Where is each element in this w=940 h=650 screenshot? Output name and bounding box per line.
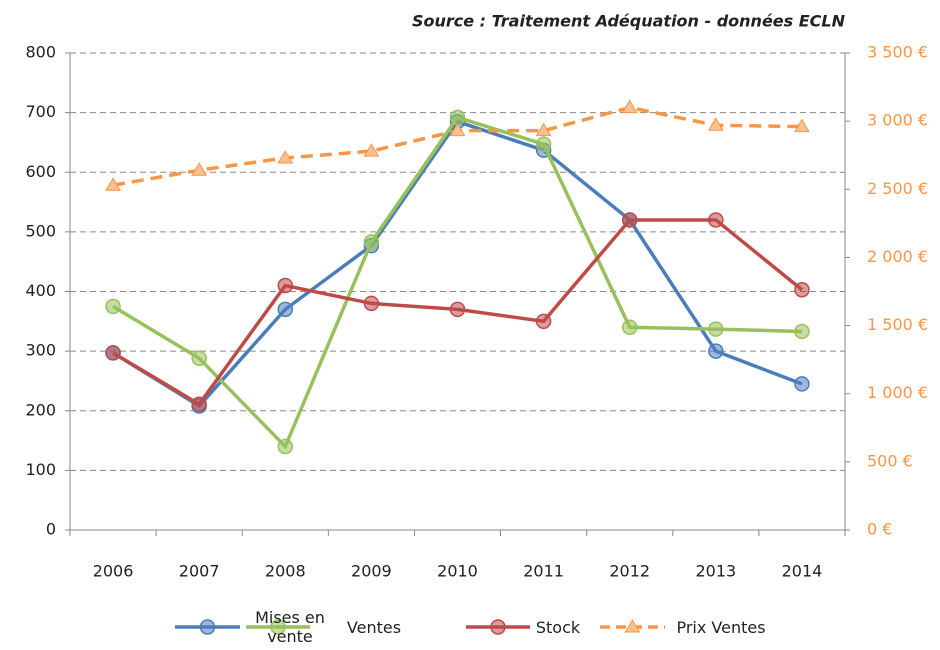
point	[621, 99, 638, 114]
point	[449, 301, 466, 318]
point	[277, 438, 294, 455]
point	[363, 234, 380, 250]
x-tick-label: 2009	[351, 562, 392, 581]
point	[277, 149, 294, 164]
point	[794, 323, 810, 340]
y-tick-label: 600	[25, 162, 56, 181]
series-line	[112, 119, 803, 409]
point	[535, 136, 552, 152]
point	[708, 212, 724, 228]
x-tick-label: 2011	[523, 562, 564, 581]
x-tick-label: 2008	[265, 562, 306, 581]
point	[708, 321, 724, 337]
point	[707, 117, 724, 131]
y2-tick-label: 1 500 €	[867, 315, 928, 334]
y-tick-label: 0	[46, 520, 56, 539]
legend-label: Ventes	[346, 617, 402, 637]
point	[794, 281, 810, 298]
point	[621, 212, 638, 228]
y2-tick-label: 0 €	[867, 520, 892, 539]
y2-tick-label: 3 000 €	[867, 111, 928, 130]
point	[535, 122, 552, 137]
y-tick-label: 200	[25, 400, 56, 419]
point	[449, 109, 466, 126]
x-tick-label: 2013	[695, 562, 736, 581]
y2-tick-label: 500 €	[867, 451, 913, 470]
y2-tick-label: 2 000 €	[867, 247, 928, 266]
point	[363, 295, 380, 312]
point	[191, 396, 207, 412]
point	[105, 177, 121, 191]
point	[708, 343, 724, 359]
point	[277, 301, 294, 318]
x-tick-label: 2014	[782, 562, 823, 581]
legend-marker	[490, 619, 506, 635]
y-tick-label: 800	[25, 43, 56, 62]
point	[363, 143, 380, 157]
point	[105, 298, 121, 315]
y-tick-label: 300	[25, 341, 56, 360]
legend-label: Mises en vente	[255, 608, 325, 646]
x-tick-label: 2010	[437, 562, 478, 581]
legend-marker	[270, 619, 286, 635]
x-tick-label: 2006	[93, 562, 134, 581]
point	[277, 277, 294, 294]
point	[191, 350, 207, 367]
point	[794, 118, 810, 133]
x-tick-label: 2007	[179, 562, 220, 581]
y-tick-label: 500	[25, 221, 56, 240]
legend-marker	[199, 619, 216, 635]
point	[449, 122, 466, 137]
y-tick-label: 400	[25, 281, 56, 300]
legend-marker	[624, 619, 641, 633]
point	[794, 376, 810, 392]
legend-label: Stock	[535, 617, 581, 637]
y-tick-label: 100	[25, 460, 56, 479]
point	[535, 313, 552, 330]
y2-tick-label: 2 500 €	[867, 179, 928, 198]
point	[621, 319, 638, 336]
y2-tick-label: 3 500 €	[867, 43, 928, 62]
chart-subtitle: Source : Traitement Adéquation - données…	[412, 12, 846, 31]
y2-tick-label: 1 000 €	[867, 383, 928, 402]
legend-label: Prix Ventes	[676, 617, 766, 637]
y-tick-label: 700	[25, 102, 56, 121]
x-tick-label: 2012	[609, 562, 650, 581]
point	[191, 162, 208, 176]
point	[105, 345, 121, 361]
